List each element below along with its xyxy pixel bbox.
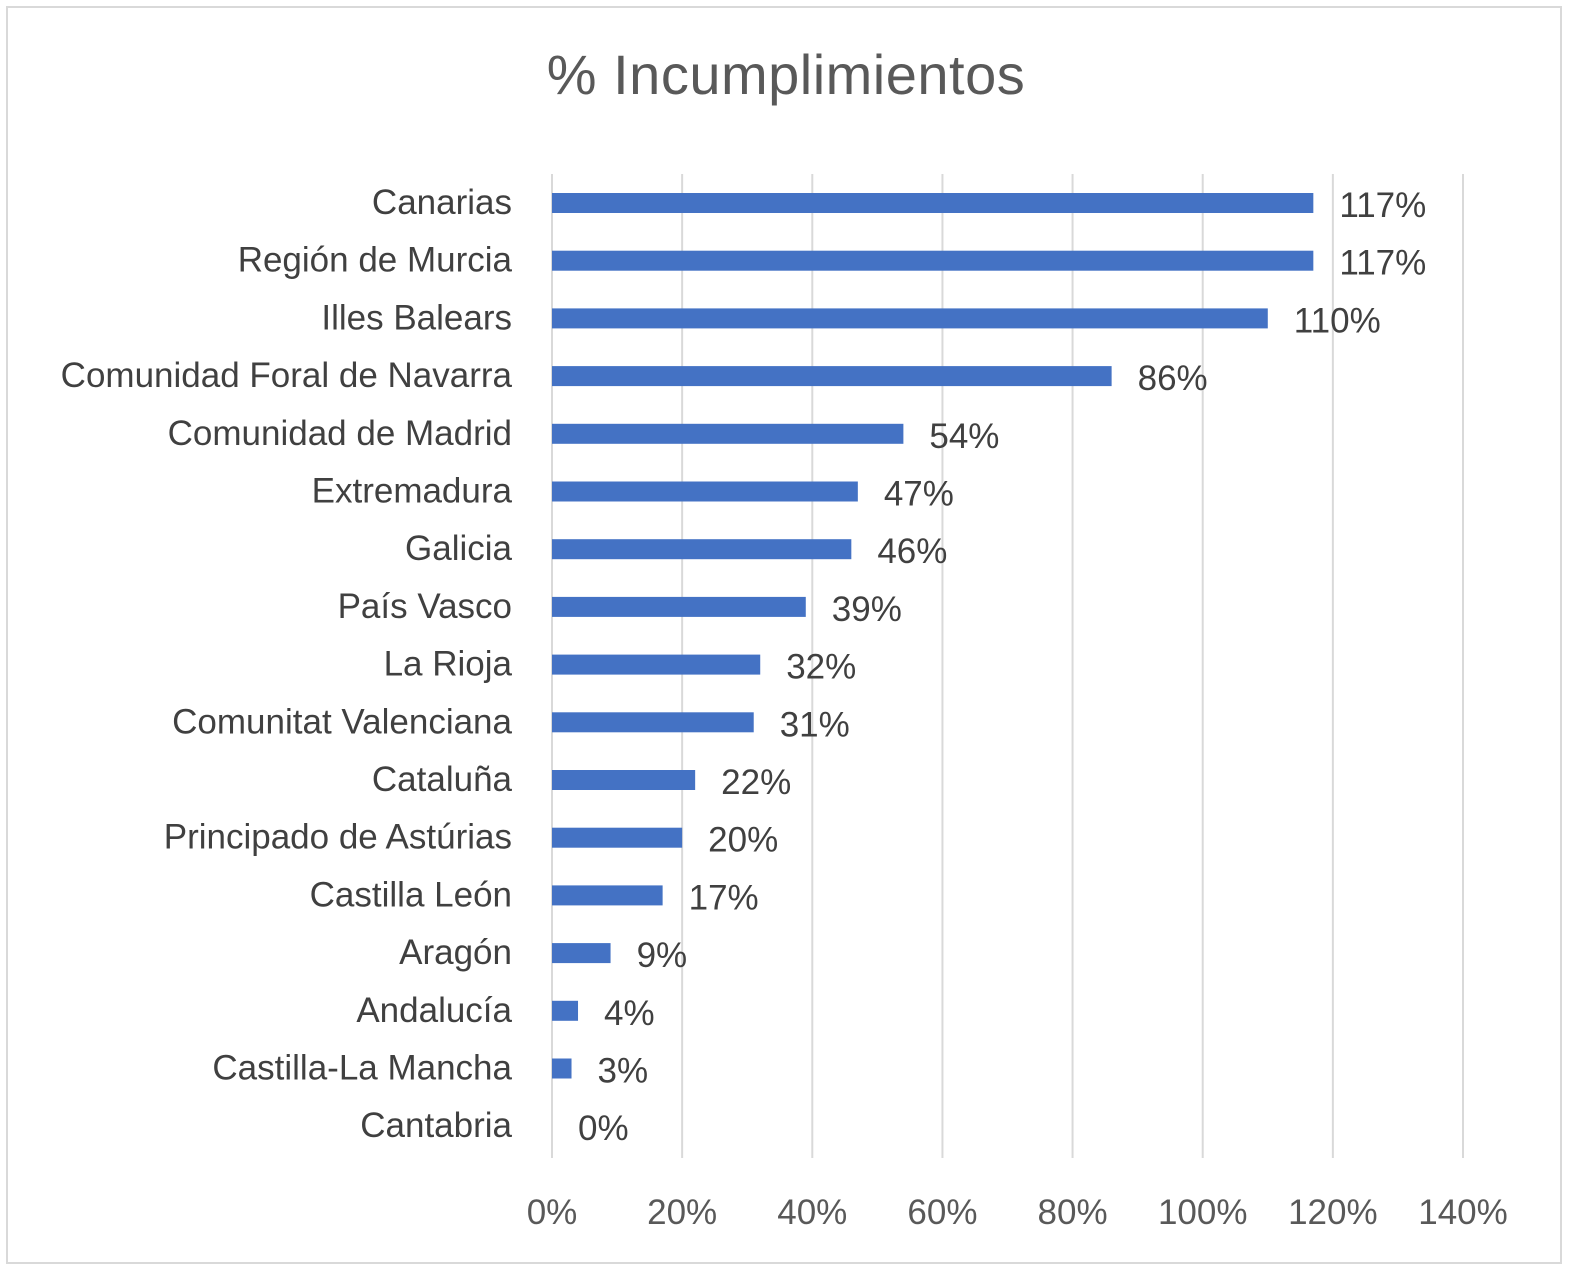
bar: [552, 1058, 572, 1079]
data-label: 110%: [1294, 301, 1381, 340]
category-label: Región de Murcia: [238, 241, 513, 280]
chart-frame: [6, 6, 1562, 1264]
data-label: 86%: [1138, 359, 1208, 398]
data-label: 20%: [708, 821, 778, 860]
category-label: Illes Balears: [321, 298, 512, 337]
category-label: Canarias: [372, 183, 512, 222]
bar: [552, 654, 761, 675]
x-tick-label: 0%: [527, 1193, 578, 1232]
category-label: Cantabria: [360, 1106, 512, 1145]
category-label: Castilla-La Mancha: [212, 1049, 512, 1088]
category-label: País Vasco: [338, 587, 512, 626]
bar: [552, 770, 696, 790]
label-layer: Canarias 117% Región de Murcia 117% Illes Ba…: [61, 183, 1427, 1148]
category-label: Comunitat Valenciana: [172, 702, 512, 741]
category-label: Cataluña: [372, 760, 513, 799]
x-tick-label: 80%: [1038, 1193, 1108, 1232]
bar: [552, 1000, 579, 1021]
category-label: Comunidad Foral de Navarra: [61, 356, 513, 395]
data-label: 31%: [780, 705, 850, 744]
x-tick-label: 100%: [1158, 1193, 1248, 1232]
data-label: 47%: [884, 475, 954, 514]
data-label: 117%: [1339, 186, 1426, 225]
category-label: Comunidad de Madrid: [168, 414, 512, 453]
data-label: 9%: [637, 936, 688, 975]
category-label: Principado de Astúrias: [164, 818, 512, 857]
data-label: 32%: [786, 648, 856, 687]
category-label: Aragón: [399, 933, 512, 972]
grid-layer: [551, 174, 1464, 1158]
x-tick-label: 60%: [907, 1193, 977, 1232]
bar: [552, 596, 806, 617]
category-label: Galicia: [405, 529, 513, 568]
category-label: Extremadura: [312, 472, 513, 511]
chart-title: % Incumplimientos: [546, 43, 1026, 106]
data-label: 54%: [929, 417, 999, 456]
tick-layer: 0% 20% 40% 60% 80% 100% 120% 140%: [527, 1193, 1508, 1232]
bar: [552, 827, 683, 848]
bar: [552, 308, 1268, 329]
x-tick-label: 40%: [777, 1193, 847, 1232]
data-label: 3%: [598, 1052, 649, 1091]
category-label: Castilla León: [310, 875, 512, 914]
category-label: Andalucía: [356, 991, 512, 1030]
bar: [552, 712, 754, 733]
bar: [552, 366, 1112, 387]
data-label: 0%: [578, 1109, 629, 1148]
category-label: La Rioja: [384, 645, 513, 684]
bar: [552, 539, 852, 560]
data-label: 46%: [877, 532, 947, 571]
bar: [552, 250, 1314, 271]
data-label: 117%: [1339, 244, 1426, 283]
x-tick-label: 20%: [647, 1193, 717, 1232]
data-label: 39%: [832, 590, 902, 629]
bar: [552, 193, 1314, 213]
data-label: 22%: [721, 763, 791, 802]
data-label: 4%: [604, 994, 655, 1033]
bar-layer: [552, 193, 1314, 1079]
bar: [552, 423, 904, 444]
bar: [552, 885, 663, 906]
bar: [552, 943, 611, 964]
x-tick-label: 140%: [1418, 1193, 1508, 1232]
bar: [552, 481, 858, 502]
x-tick-label: 120%: [1288, 1193, 1378, 1232]
data-label: 17%: [689, 878, 759, 917]
